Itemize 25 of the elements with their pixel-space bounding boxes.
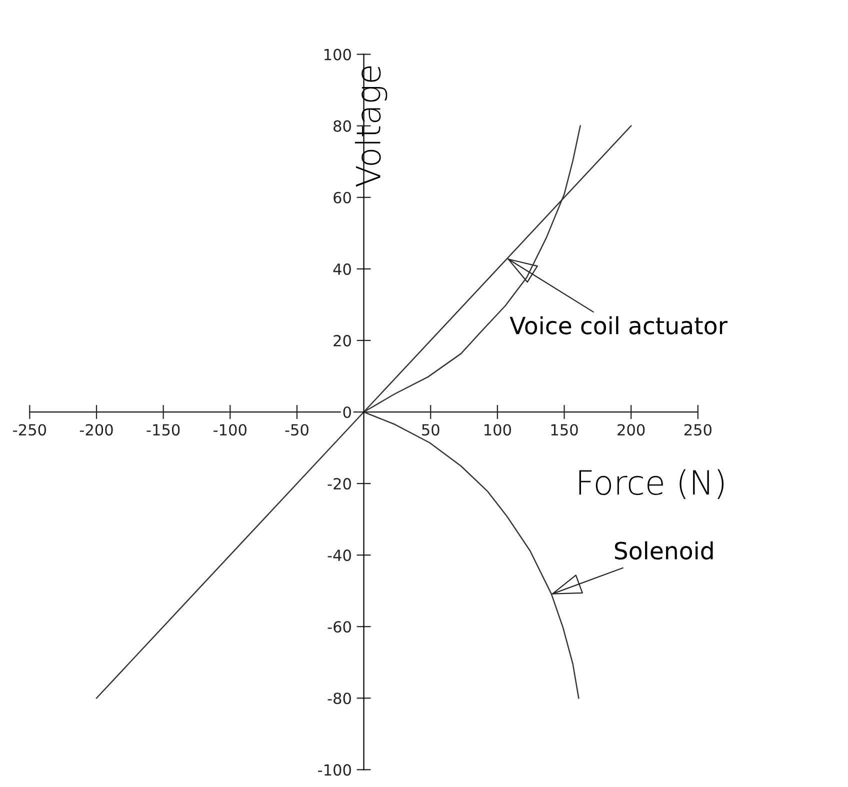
- y-tick-label: 0: [343, 406, 351, 418]
- x-tick-label: 200: [618, 424, 645, 436]
- y-tick-label: 40: [333, 263, 351, 275]
- y-axis-title: Voltage: [354, 66, 388, 187]
- y-tick-label: -40: [328, 550, 351, 562]
- x-tick-label: -50: [285, 424, 308, 436]
- y-tick-label: -100: [318, 764, 351, 776]
- y-tick-label: 60: [334, 192, 351, 204]
- x-tick-label: -250: [13, 424, 46, 436]
- annotation: Voice coil actuator: [510, 316, 728, 334]
- annotation: Solenoid: [614, 541, 713, 560]
- x-axis-title: Force (N): [579, 469, 724, 499]
- y-tick-label: -80: [328, 692, 351, 704]
- y-tick-label: -20: [328, 478, 351, 490]
- x-tick-label: -200: [80, 424, 113, 436]
- y-tick-label: 100: [324, 48, 351, 60]
- x-tick-label: -100: [214, 424, 246, 436]
- y-tick-label: -60: [328, 621, 351, 633]
- x-tick-label: 50: [422, 424, 440, 436]
- x-tick-label: -150: [146, 424, 180, 436]
- y-tick-label: 20: [334, 334, 351, 346]
- x-tick-label: 250: [684, 424, 712, 436]
- x-tick-label: 100: [484, 424, 511, 436]
- x-tick-label: 150: [551, 424, 578, 436]
- y-tick-label: 80: [334, 120, 351, 132]
